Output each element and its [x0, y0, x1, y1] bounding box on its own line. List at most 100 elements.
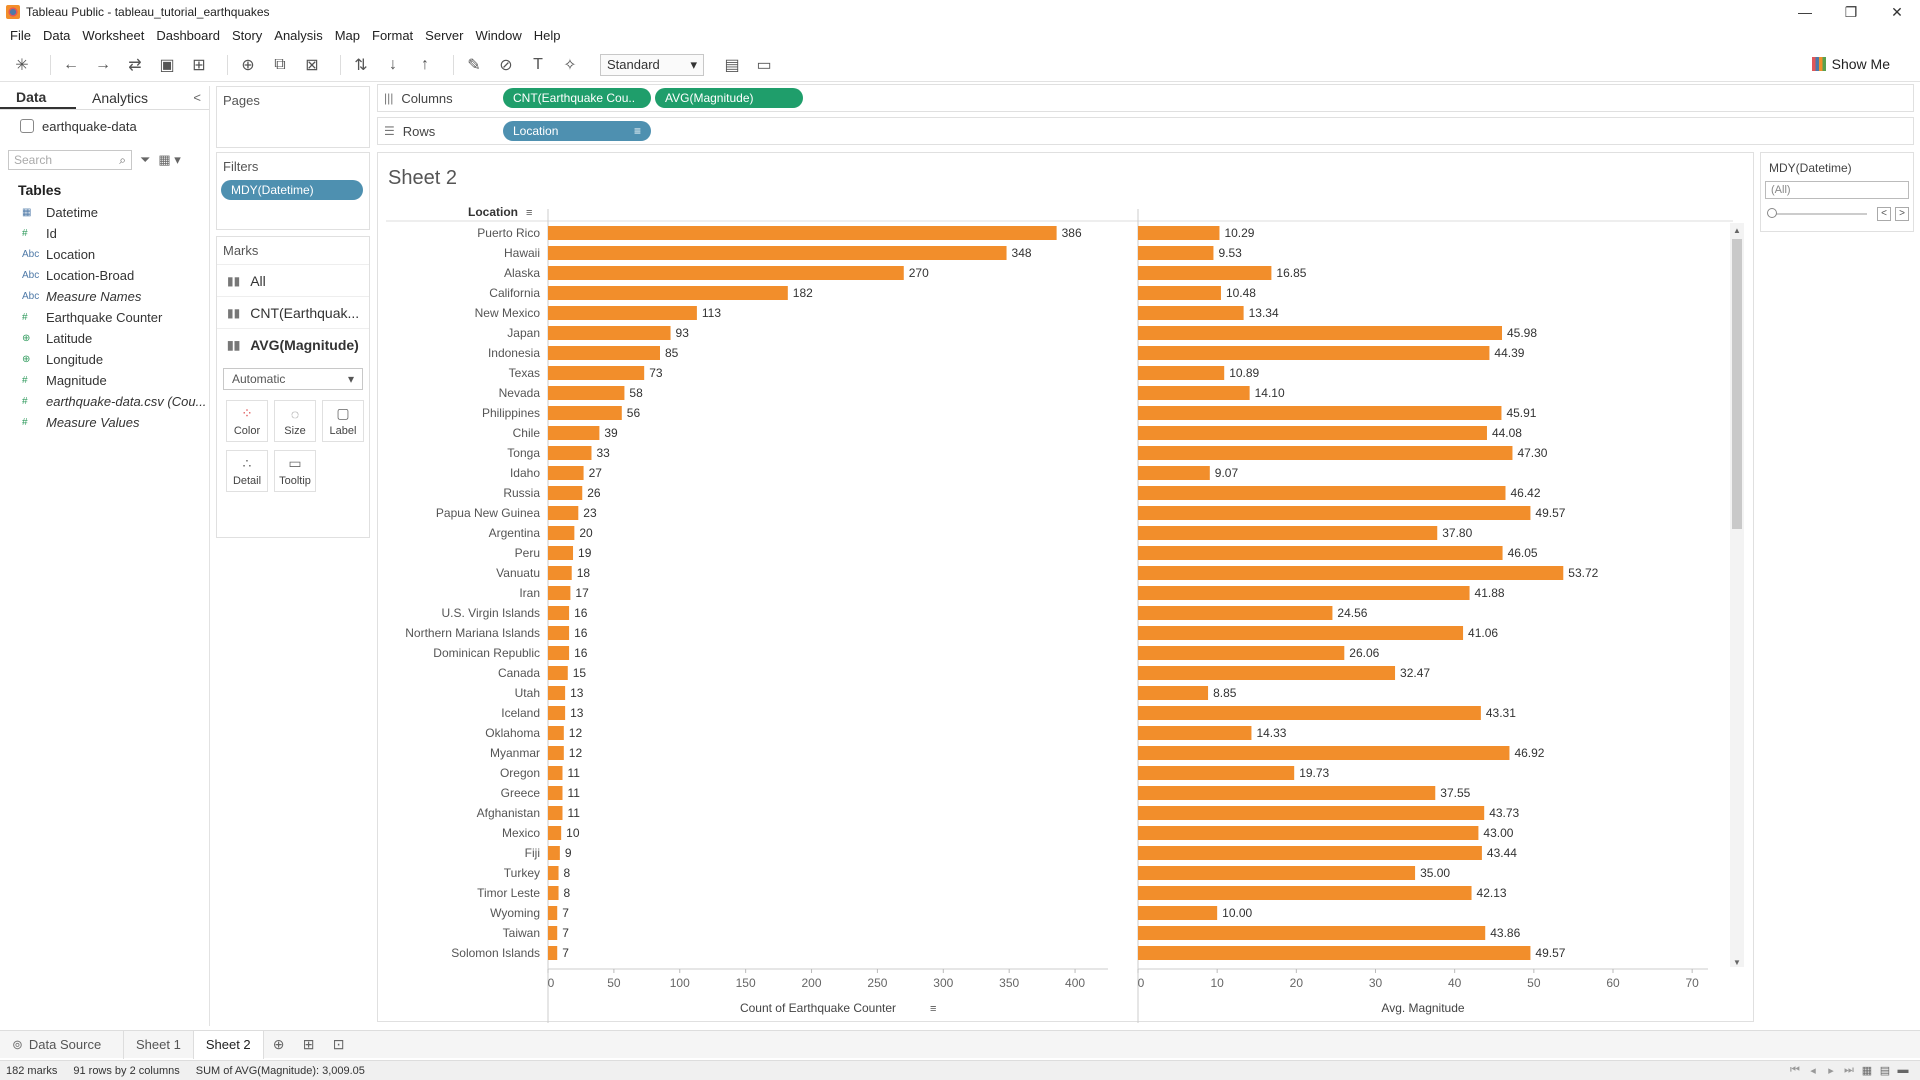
show-me-button[interactable]: Show Me — [1811, 56, 1890, 72]
presentation-mode-icon[interactable]: ▭ — [756, 56, 772, 74]
marks-row-all[interactable]: ▮▮ All — [217, 264, 369, 296]
bar[interactable] — [1138, 466, 1210, 480]
field-item[interactable]: ⊕ Latitude — [0, 328, 209, 349]
datasource-item[interactable]: earthquake-data — [0, 114, 209, 138]
group-members-icon[interactable]: ⊘ — [499, 56, 513, 74]
bar[interactable] — [548, 806, 563, 820]
bar[interactable] — [548, 266, 904, 280]
row-pill-location[interactable]: Location ≡ — [503, 121, 651, 141]
menu-story[interactable]: Story — [231, 27, 263, 43]
bar[interactable] — [548, 886, 559, 900]
field-item[interactable]: Abc Measure Names — [0, 286, 209, 307]
menu-dashboard[interactable]: Dashboard — [156, 27, 220, 43]
bar[interactable] — [548, 426, 600, 440]
menu-worksheet[interactable]: Worksheet — [82, 27, 145, 43]
tab-analytics[interactable]: Analytics — [92, 89, 149, 106]
tab-data[interactable]: Data — [0, 86, 76, 109]
bar[interactable] — [548, 226, 1057, 240]
last-sheet-icon[interactable]: ⏭ — [1844, 1064, 1854, 1076]
sheet-sorter-icon[interactable]: ▦ — [1861, 1065, 1873, 1077]
swap-rows-columns-icon[interactable]: ⇅ — [354, 56, 368, 74]
sort-descending-icon[interactable]: ↑ — [421, 55, 429, 73]
bar[interactable] — [548, 826, 562, 840]
slider-next-icon[interactable]: > — [1895, 207, 1909, 221]
maximize-button[interactable]: ❐ — [1844, 3, 1858, 20]
sort-ascending-icon[interactable]: ↓ — [389, 55, 397, 73]
bar[interactable] — [1138, 266, 1272, 280]
bar[interactable] — [548, 946, 558, 960]
bar[interactable] — [1138, 726, 1252, 740]
bar[interactable] — [548, 506, 579, 520]
bar[interactable] — [548, 926, 558, 940]
bar[interactable] — [548, 486, 583, 500]
bar[interactable] — [548, 326, 671, 340]
bar[interactable] — [1138, 946, 1531, 960]
field-item[interactable]: # Id — [0, 223, 209, 244]
show-mark-labels-icon[interactable]: T — [533, 55, 543, 73]
bar[interactable] — [548, 566, 572, 580]
filter-pill-datetime[interactable]: MDY(Datetime) — [221, 180, 363, 200]
show-cards-icon[interactable]: ▤ — [724, 56, 740, 74]
sheet-tab-2[interactable]: Sheet 2 — [193, 1030, 264, 1059]
bar[interactable] — [1138, 306, 1244, 320]
field-item[interactable]: ▦ Datetime — [0, 202, 209, 223]
tooltip-button[interactable]: ▭ Tooltip — [274, 450, 316, 492]
bar[interactable] — [1138, 626, 1464, 640]
bar[interactable] — [548, 366, 645, 380]
bar[interactable] — [1138, 406, 1502, 420]
field-item[interactable]: Abc Location-Broad — [0, 265, 209, 286]
bar[interactable] — [548, 606, 570, 620]
pin-axes-icon[interactable]: ✧ — [563, 56, 577, 74]
bar[interactable] — [548, 286, 788, 300]
slider-knob[interactable] — [1767, 208, 1777, 218]
marks-row-magnitude[interactable]: ▮▮ AVG(Magnitude) — [217, 328, 369, 360]
replay-icon[interactable]: ⇄ — [128, 56, 142, 74]
bar[interactable] — [1138, 486, 1506, 500]
bar[interactable] — [548, 346, 660, 360]
bar[interactable] — [548, 846, 560, 860]
minimize-button[interactable]: — — [1798, 4, 1812, 20]
bar[interactable] — [548, 586, 571, 600]
bar[interactable] — [1138, 246, 1214, 260]
bar[interactable] — [1138, 286, 1221, 300]
bar[interactable] — [1138, 506, 1531, 520]
new-dashboard-tab-icon[interactable]: ⊞ — [302, 1036, 315, 1052]
bar[interactable] — [548, 246, 1007, 260]
bar[interactable] — [1138, 866, 1416, 880]
bar[interactable] — [548, 786, 563, 800]
view-options-icon[interactable]: ▦ ▾ — [158, 152, 181, 167]
bar[interactable] — [1138, 326, 1503, 340]
bar[interactable] — [548, 446, 592, 460]
filmstrip-icon[interactable]: ▤ — [1879, 1065, 1891, 1077]
label-button[interactable]: ▢ Label — [322, 400, 364, 442]
new-worksheet-tab-icon[interactable]: ⊕ — [272, 1036, 285, 1052]
undo-icon[interactable]: ← — [63, 55, 79, 73]
bar[interactable] — [548, 646, 570, 660]
bar[interactable] — [1138, 426, 1487, 440]
bar[interactable] — [1138, 346, 1490, 360]
bar[interactable] — [1138, 546, 1503, 560]
menu-window[interactable]: Window — [475, 27, 522, 43]
menu-help[interactable]: Help — [533, 27, 561, 43]
bar[interactable] — [1138, 526, 1438, 540]
close-button[interactable]: ✕ — [1891, 3, 1903, 20]
field-item[interactable]: # Measure Values — [0, 412, 209, 433]
field-item[interactable]: # earthquake-data.csv (Cou... — [0, 391, 209, 412]
bar[interactable] — [1138, 846, 1482, 860]
next-sheet-icon[interactable]: ▸ — [1828, 1065, 1834, 1077]
bar[interactable] — [548, 526, 575, 540]
bar[interactable] — [1138, 226, 1220, 240]
columns-shelf[interactable]: ||| Columns CNT(Earthquake Cou.. AVG(Mag… — [377, 84, 1914, 112]
bar[interactable] — [548, 666, 568, 680]
column-pill-count[interactable]: CNT(Earthquake Cou.. — [503, 88, 651, 108]
menu-analysis[interactable]: Analysis — [274, 27, 323, 43]
filter-icon[interactable]: ⏷ — [140, 152, 151, 167]
bar[interactable] — [1138, 446, 1513, 460]
menu-server[interactable]: Server — [425, 27, 464, 43]
menu-data[interactable]: Data — [42, 27, 71, 43]
column-pill-magnitude[interactable]: AVG(Magnitude) — [655, 88, 803, 108]
marks-row-count[interactable]: ▮▮ CNT(Earthquak... — [217, 296, 369, 328]
tableau-home-icon[interactable]: ✳ — [15, 56, 29, 74]
data-source-tab[interactable]: ⊚ Data Source — [0, 1030, 124, 1059]
bar[interactable] — [548, 906, 558, 920]
